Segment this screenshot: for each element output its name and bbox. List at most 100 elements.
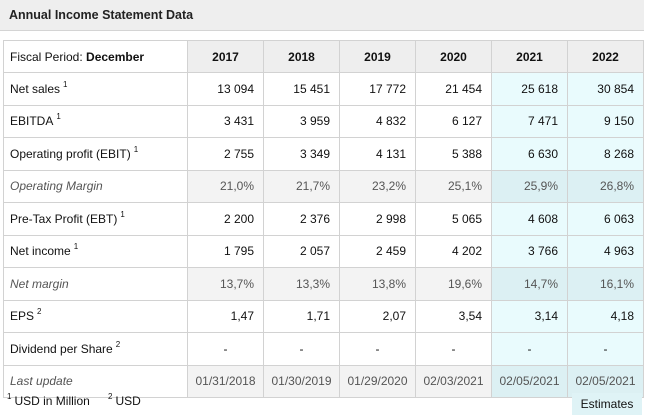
footnote-ref: 1 — [63, 79, 68, 89]
header-row: Fiscal Period: December 2017 2018 2019 2… — [3, 40, 644, 73]
estimate-cell: 6 063 — [567, 202, 644, 236]
estimate-cell: 14,7% — [491, 267, 568, 301]
row-label-text: Pre-Tax Profit (EBT) — [10, 211, 118, 226]
year-header: 2020 — [415, 40, 492, 73]
row-label-text: Operating Margin — [10, 179, 103, 194]
estimate-cell: 30 854 — [567, 72, 644, 106]
estimate-cell: 16,1% — [567, 267, 644, 301]
value-cell: 1 795 — [187, 234, 264, 268]
footnote-1: 1 USD in Million — [7, 392, 90, 408]
value-cell: 2 459 — [339, 234, 416, 268]
row-label: Operating profit (EBIT) 1 — [3, 137, 188, 171]
footnote-ref: 2 — [115, 339, 121, 349]
footnote-1-text: USD in Million — [14, 394, 90, 408]
estimates-legend-badge: Estimates — [572, 393, 642, 415]
value-cell: 01/30/2019 — [263, 364, 340, 398]
footnote-2-text: USD — [115, 394, 141, 408]
value-cell: 01/29/2020 — [339, 364, 416, 398]
table-row: Net margin 13,7% 13,3% 13,8% 19,6% 14,7% 16,1% — [3, 267, 644, 301]
footnote-ref: 1 — [133, 144, 139, 154]
row-label-text: Net sales — [10, 81, 61, 96]
estimate-cell: 26,8% — [567, 169, 644, 203]
estimate-cell: 25,9% — [491, 169, 568, 203]
footnote-ref: 1 — [120, 209, 125, 219]
value-cell: 2 376 — [263, 202, 340, 236]
estimate-cell: 3,14 — [491, 299, 568, 333]
footnote-ref: 1 — [56, 112, 61, 122]
value-cell: 13,8% — [339, 267, 416, 301]
year-header-estimate: 2022 — [567, 40, 644, 73]
estimate-cell: 02/05/2021 — [567, 364, 644, 398]
value-cell: 23,2% — [339, 169, 416, 203]
estimate-cell: - — [491, 332, 568, 366]
value-cell: - — [263, 332, 340, 366]
value-cell: 21 454 — [415, 72, 492, 106]
estimate-cell: 02/05/2021 — [491, 364, 568, 398]
value-cell: 2 755 — [187, 137, 264, 171]
value-cell: 17 772 — [339, 72, 416, 106]
value-cell: 13,7% — [187, 267, 264, 301]
estimate-cell: 8 268 — [567, 137, 644, 171]
fiscal-period-label: Fiscal Period: — [10, 49, 83, 64]
estimate-cell: 4,18 — [567, 299, 644, 333]
value-cell: 4 131 — [339, 137, 416, 171]
value-cell: 3 959 — [263, 104, 340, 138]
footnote-1-mark: 1 — [7, 392, 12, 401]
footnote-ref: 2 — [37, 307, 42, 317]
value-cell: 6 127 — [415, 104, 492, 138]
value-cell: 3 349 — [263, 137, 340, 171]
row-label: Dividend per Share 2 — [3, 332, 188, 366]
section-title-bar: Annual Income Statement Data — [0, 0, 644, 31]
value-cell: - — [187, 332, 264, 366]
row-label: Net sales 1 — [3, 72, 188, 106]
value-cell: 2 998 — [339, 202, 416, 236]
row-label: Operating Margin — [3, 169, 188, 203]
row-label-text: Net margin — [10, 276, 69, 291]
row-label: Net margin — [3, 267, 188, 301]
year-header-estimate: 2021 — [491, 40, 568, 73]
estimate-cell: - — [567, 332, 644, 366]
value-cell: 15 451 — [263, 72, 340, 106]
estimate-cell: 3 766 — [491, 234, 568, 268]
row-label: EPS 2 — [3, 299, 188, 333]
value-cell: 1,47 — [187, 299, 264, 333]
value-cell: 19,6% — [415, 267, 492, 301]
footnote-ref: 1 — [73, 242, 79, 252]
value-cell: 13 094 — [187, 72, 264, 106]
row-label-text: Last update — [10, 374, 73, 389]
table-row: Pre-Tax Profit (EBT) 1 2 200 2 376 2 998 5 06… — [3, 202, 644, 236]
row-label: EBITDA 1 — [3, 104, 188, 138]
value-cell: - — [415, 332, 492, 366]
table-row: Dividend per Share 2- - - - - - — [3, 332, 644, 366]
section-title: Annual Income Statement Data — [9, 8, 194, 22]
value-cell: 3,54 — [415, 299, 492, 333]
estimate-cell: 4 963 — [567, 234, 644, 268]
value-cell: 21,0% — [187, 169, 264, 203]
value-cell: 4 832 — [339, 104, 416, 138]
value-cell: 2 057 — [263, 234, 340, 268]
fiscal-period-value: December — [86, 49, 145, 64]
estimate-cell: 25 618 — [491, 72, 568, 106]
value-cell: 1,71 — [263, 299, 340, 333]
year-header: 2017 — [187, 40, 264, 73]
value-cell: 01/31/2018 — [187, 364, 264, 398]
value-cell: 21,7% — [263, 169, 340, 203]
estimate-cell: 6 630 — [491, 137, 568, 171]
table-row: Net income 1 1 795 2 057 2 459 4 202 3 766 4 96… — [3, 234, 644, 268]
estimate-cell: 7 471 — [491, 104, 568, 138]
fiscal-period-header: Fiscal Period: December — [3, 40, 188, 73]
row-label: Pre-Tax Profit (EBT) 1 — [3, 202, 188, 236]
table-row: Last update 01/31/2018 01/30/2019 01/29/202… — [3, 364, 644, 398]
year-header: 2018 — [263, 40, 340, 73]
value-cell: 13,3% — [263, 267, 340, 301]
value-cell: 4 202 — [415, 234, 492, 268]
value-cell: 2 200 — [187, 202, 264, 236]
row-label-text: Dividend per Share — [10, 341, 113, 356]
value-cell: 3 431 — [187, 104, 264, 138]
value-cell: 5 065 — [415, 202, 492, 236]
footnote-2-mark: 2 — [108, 392, 113, 401]
estimate-cell: 9 150 — [567, 104, 644, 138]
footnote-2: 2 USD — [108, 392, 141, 408]
value-cell: 25,1% — [415, 169, 492, 203]
value-cell: 2,07 — [339, 299, 416, 333]
